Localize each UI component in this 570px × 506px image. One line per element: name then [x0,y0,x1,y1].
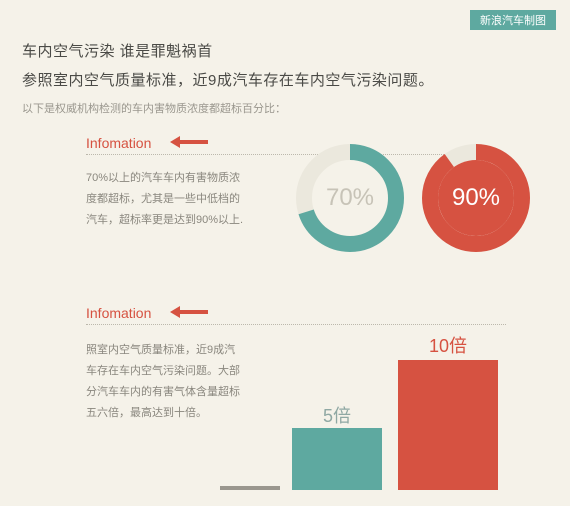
bar-chart: 5倍 10倍 [230,334,520,490]
source-badge: 新浪汽车制图 [470,10,556,30]
section-2-desc: 照室内空气质量标准，近9成汽车存在车内空气污染问题。大部分汽车车内的有害气体含量… [86,340,246,424]
donut: 70% [296,144,404,252]
arrow-left-icon [170,135,208,153]
bar-baseline [220,486,280,490]
section-1-header: Infomation [86,134,208,152]
bar-label: 5倍 [292,402,382,428]
section-2-label: Infomation [86,305,151,321]
donut-label: 70% [296,144,404,252]
divider-2 [86,324,506,325]
donut-charts: 70% 90% [296,144,530,252]
bar-label: 10倍 [398,332,498,358]
arrow-left-icon [170,305,208,323]
donut: 90% [422,144,530,252]
section-1-desc: 70%以上的汽车车内有害物质浓度都超标，尤其是一些中低档的汽车，超标率更是达到9… [86,168,246,231]
infographic-canvas: 新浪汽车制图 车内空气污染 谁是罪魁祸首 参照室内空气质量标准，近9成汽车存在车… [0,0,570,506]
headline-line2: 参照室内空气质量标准，近9成汽车存在车内空气污染问题。 [22,67,434,96]
section-1-label: Infomation [86,135,151,151]
section-2-header: Infomation [86,304,208,322]
donut-label: 90% [422,144,530,252]
bar: 10倍 [398,360,498,490]
subtitle: 以下是权威机构检测的车内害物质浓度都超标百分比： [22,100,286,116]
headline-line1: 车内空气污染 谁是罪魁祸首 [22,38,434,67]
headline: 车内空气污染 谁是罪魁祸首 参照室内空气质量标准，近9成汽车存在车内空气污染问题… [22,38,434,95]
bar: 5倍 [292,428,382,490]
